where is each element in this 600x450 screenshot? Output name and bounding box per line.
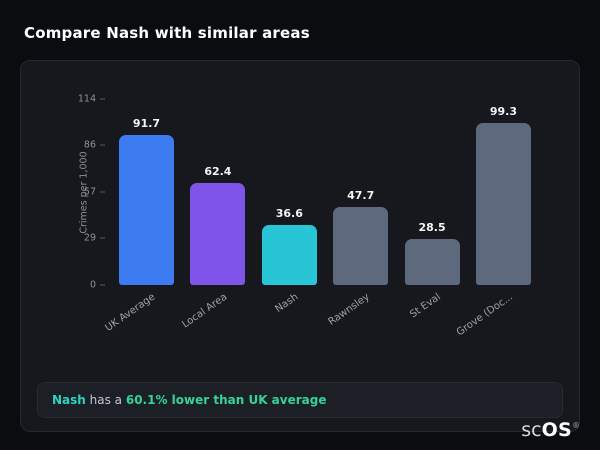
bar-uk-average[interactable]	[119, 135, 174, 285]
bar-chart: Crimes per 1,000 91.7 UK Average 62.4 Local…	[47, 83, 553, 351]
x-axis-label-st-eval: St Eval	[408, 291, 444, 321]
x-axis-label-rawnsley: Rawnsley	[326, 291, 372, 328]
bar-column: 36.6 Nash	[254, 99, 325, 315]
logo-registered-mark: ®	[572, 421, 580, 430]
bar-rawnsley[interactable]	[333, 207, 389, 285]
plot-area: 91.7 UK Average 62.4 Local Area 36.6 Nash 47.7…	[78, 94, 539, 338]
y-tick-mark	[100, 98, 105, 100]
y-tick-label: 0	[90, 280, 105, 291]
y-tick-label: 29	[84, 232, 105, 243]
bar-column: 47.7 Rawnsley	[325, 99, 396, 328]
bars-container: 91.7 UK Average 62.4 Local Area 36.6 Nash 47.7…	[104, 99, 539, 338]
bar-value-label: 62.4	[204, 165, 232, 179]
x-axis-label-grove-doc: Grove (Doc...	[454, 291, 515, 339]
bar-column: 28.5 St Eval	[397, 99, 468, 320]
logo-suffix: OS	[541, 419, 572, 441]
bar-value-label: 99.3	[489, 104, 518, 118]
chart-card: Crimes per 1,000 91.7 UK Average 62.4 Local…	[20, 60, 580, 432]
y-tick-mark	[100, 284, 105, 286]
bar-value-label: 91.7	[132, 117, 161, 131]
bar-value-label: 36.6	[275, 207, 303, 221]
y-tick-label: 86	[84, 139, 105, 150]
bar-column: 99.3 Grove (Doc...	[454, 99, 539, 338]
y-tick-mark	[100, 237, 105, 239]
bar-st-eval[interactable]	[404, 238, 460, 285]
y-tick-label: 114	[78, 94, 105, 105]
y-tick-label: 57	[84, 187, 105, 198]
insight-callout: Nash has a 60.1% lower than UK average	[37, 382, 563, 418]
insight-subject: Nash	[52, 393, 86, 407]
x-axis-label-uk-average: UK Average	[103, 291, 158, 334]
logo-prefix: sc	[521, 419, 542, 441]
y-tick-mark	[100, 191, 105, 193]
y-tick-mark	[100, 144, 105, 146]
insight-text: has a	[85, 393, 126, 407]
x-axis-label-nash: Nash	[273, 291, 301, 315]
bar-column: 91.7 UK Average	[104, 99, 182, 334]
bar-local-area[interactable]	[190, 183, 246, 285]
page-title: Compare Nash with similar areas	[24, 24, 310, 42]
bar-value-label: 28.5	[418, 220, 446, 234]
scos-logo: scOS®	[521, 421, 580, 440]
bar-grove-doc[interactable]	[475, 122, 531, 285]
bar-nash[interactable]	[261, 225, 317, 285]
x-axis-label-local-area: Local Area	[180, 291, 230, 331]
bar-column: 62.4 Local Area	[180, 99, 253, 330]
insight-highlight: 60.1% lower than UK average	[125, 393, 327, 407]
bar-value-label: 47.7	[347, 189, 375, 203]
